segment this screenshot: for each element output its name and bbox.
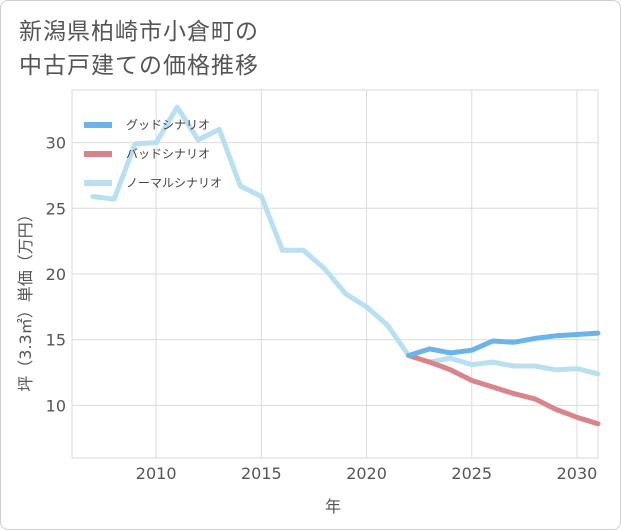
legend-label: ノーマルシナリオ xyxy=(126,176,222,190)
x-tick-label: 2015 xyxy=(241,464,282,483)
chart-title-line-1: 新潟県柏崎市小倉町の xyxy=(19,19,259,45)
x-tick-label: 2010 xyxy=(136,464,177,483)
y-tick-label: 20 xyxy=(46,265,66,284)
x-axis-title: 年 xyxy=(325,497,341,516)
y-tick-label: 25 xyxy=(46,199,66,218)
legend-label: バッドシナリオ xyxy=(126,147,210,161)
y-tick-label: 30 xyxy=(46,134,66,153)
x-tick-label: 2020 xyxy=(346,464,387,483)
y-tick-label: 10 xyxy=(46,396,66,415)
y-axis-title: 坪（3.3㎡）単価（万円） xyxy=(16,206,35,391)
series-line-1 xyxy=(406,353,601,427)
y-tick-label: 15 xyxy=(46,331,66,350)
legend-label: グッドシナリオ xyxy=(126,118,210,132)
series-line-0 xyxy=(406,330,601,358)
x-tick-label: 2025 xyxy=(451,464,492,483)
chart-title-line-2: 中古戸建ての価格推移 xyxy=(19,53,259,79)
chart-title: 新潟県柏崎市小倉町の 中古戸建ての価格推移 xyxy=(19,15,259,83)
x-tick-label: 2030 xyxy=(557,464,598,483)
series-line-2 xyxy=(90,104,601,377)
series-layer xyxy=(90,104,601,427)
